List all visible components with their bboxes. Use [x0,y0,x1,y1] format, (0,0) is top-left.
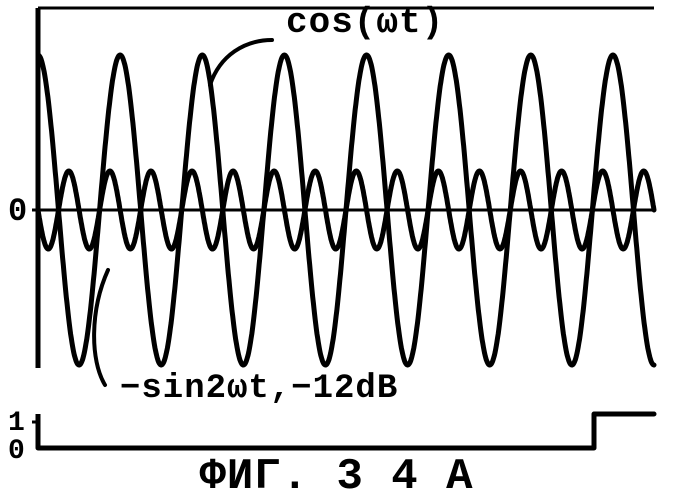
figure-caption: ФИГ. 3 4 A [0,452,673,500]
figure-root: 0 cos(ωt) −sin2ωt,−12dB 1 0 ФИГ. 3 4 A [0,0,673,500]
axis-zero-label: 0 [8,193,27,230]
cos-series-label: cos(ωt) [286,2,444,43]
sin2-series-label: −sin2ωt,−12dB [120,370,398,408]
pulse-one-label: 1 [8,408,25,439]
figure-svg [0,0,673,500]
cos-leader-line [210,40,272,85]
pulse-step [38,414,654,448]
sin2-leader-line [94,270,108,385]
